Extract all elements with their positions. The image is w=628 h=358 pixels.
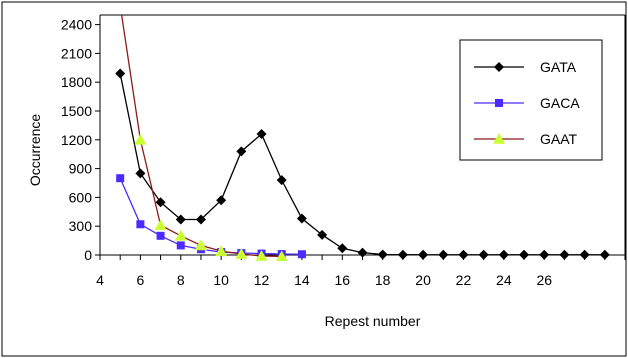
data-point-gaca [116,174,125,183]
legend-swatch-marker [494,62,504,72]
x-tick-label: 20 [415,272,431,288]
data-point-gata [498,249,509,260]
data-point-gaat [215,245,228,256]
x-tick-label: 24 [496,272,512,288]
data-point-gata [115,68,126,79]
data-point-gaat [194,239,207,251]
x-tick-label: 8 [177,272,185,288]
x-tick-label: 6 [136,272,144,288]
x-tick-label: 12 [254,272,270,288]
legend-item-gaat: GAAT [474,131,578,147]
axes: 0 300 600 900 1200 1500 1800 2100 2400 4 6 8 10 12 14 1… [61,15,626,288]
x-tick-label: 22 [456,272,472,288]
y-tick-label: 1800 [61,74,92,90]
data-point-gata [418,249,429,260]
legend-item-gaca: GACA [474,95,580,111]
data-point-gata [377,249,388,260]
data-point-gaat [275,250,288,261]
y-tick-label: 900 [69,161,93,177]
data-point-gata [438,249,449,260]
data-point-gata [276,175,287,186]
x-tick-label: 16 [335,272,351,288]
data-point-gata [458,249,469,260]
data-point-gata [357,247,368,258]
series-layer [115,15,610,261]
data-point-gata [256,129,267,140]
data-point-gata [579,249,590,260]
data-point-gaca [176,241,185,250]
x-tick-label: 10 [213,272,229,288]
data-point-gaat [134,133,147,145]
data-point-gaca [136,220,145,229]
data-point-gaca [297,250,306,259]
legend-label: GATA [540,59,577,75]
legend-label: GACA [540,95,580,111]
data-point-gata [175,214,186,225]
y-tick-label: 0 [84,247,92,263]
legend-item-gata: GATA [474,59,577,75]
y-tick-label: 300 [69,218,93,234]
plot-area [100,14,626,255]
data-point-gata [216,195,227,206]
legend-swatch-marker [495,99,503,107]
x-tick-label: 18 [375,272,391,288]
data-point-gata [478,249,489,260]
x-axis-title: Repest number [325,313,421,329]
y-tick-label: 2100 [61,45,92,61]
series-gaat [120,15,288,261]
data-point-gata [155,197,166,208]
legend-box [459,39,603,161]
y-tick-label: 2400 [61,17,92,33]
y-tick-label: 600 [69,189,93,205]
data-point-gata [317,229,328,240]
data-point-gaca [156,231,165,240]
data-point-gaat [255,249,268,261]
legend-label: GAAT [540,131,578,147]
legend: GATA GACA GAAT [459,39,603,161]
data-point-gata [337,243,348,254]
x-tick-label: 14 [294,272,310,288]
y-axis-title: Occurrence [27,114,43,187]
data-point-gata [135,168,146,179]
data-point-gaat [174,229,187,241]
data-point-gata [539,249,550,260]
data-point-gata [236,146,247,157]
data-point-gata [599,249,610,260]
data-point-gata [296,213,307,224]
x-tick-label: 4 [96,272,104,288]
series-gata [115,68,610,260]
data-point-gata [195,214,206,225]
x-tick-label: 26 [536,272,552,288]
data-point-gaat [235,248,248,259]
data-point-gaat [154,219,167,231]
data-point-gata [559,249,570,260]
y-tick-label: 1200 [61,132,92,148]
y-tick-label: 1500 [61,103,92,119]
legend-swatch-marker [493,133,505,144]
data-point-gata [397,249,408,260]
series-line-gaca [119,177,302,255]
data-point-gata [519,249,530,260]
